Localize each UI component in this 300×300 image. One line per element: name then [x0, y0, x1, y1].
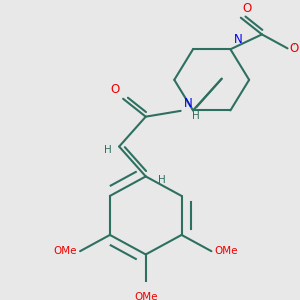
Text: OMe: OMe: [134, 292, 158, 300]
Text: O: O: [110, 83, 119, 96]
Text: O: O: [243, 2, 252, 15]
Text: H: H: [193, 110, 200, 121]
Text: H: H: [158, 175, 165, 185]
Text: OMe: OMe: [214, 246, 238, 256]
Text: OMe: OMe: [54, 246, 77, 256]
Text: N: N: [184, 97, 192, 110]
Text: N: N: [233, 33, 242, 46]
Text: O: O: [290, 42, 299, 55]
Text: H: H: [103, 145, 111, 155]
